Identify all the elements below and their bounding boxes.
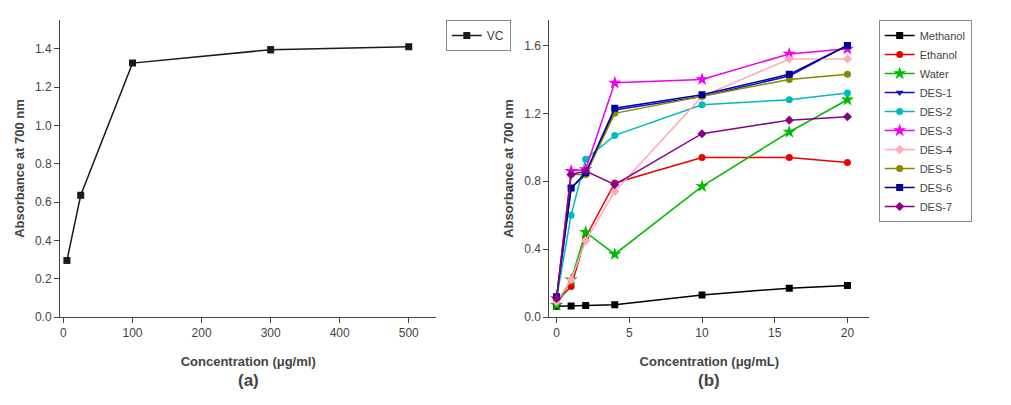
svg-text:DES-1: DES-1 [920,87,952,99]
svg-text:5: 5 [626,326,633,340]
svg-text:15: 15 [768,326,782,340]
svg-text:DES-5: DES-5 [920,163,952,175]
svg-text:1.4: 1.4 [35,42,52,56]
svg-text:0: 0 [553,326,560,340]
svg-text:0.6: 0.6 [35,195,52,209]
svg-text:DES-3: DES-3 [920,125,952,137]
svg-text:1.0: 1.0 [35,119,52,133]
svg-text:Water: Water [920,68,949,80]
svg-text:Ethanol: Ethanol [920,49,957,61]
svg-text:0.4: 0.4 [35,234,52,248]
svg-text:(a): (a) [238,371,259,390]
svg-text:Absorbance at 700 nm: Absorbance at 700 nm [501,99,516,238]
svg-text:0.8: 0.8 [35,157,52,171]
svg-text:Methanol: Methanol [920,30,965,42]
svg-text:10: 10 [695,326,709,340]
svg-text:1.6: 1.6 [524,39,541,53]
svg-text:0.2: 0.2 [35,272,52,286]
svg-text:200: 200 [192,326,212,340]
svg-text:Concentration (μg/ml): Concentration (μg/ml) [181,354,316,369]
svg-text:0.0: 0.0 [524,310,541,324]
svg-text:DES-2: DES-2 [920,106,952,118]
svg-text:DES-7: DES-7 [920,201,952,213]
svg-text:VC: VC [487,29,504,43]
svg-text:0.8: 0.8 [524,174,541,188]
svg-text:Absorbance at 700 nm: Absorbance at 700 nm [12,99,27,238]
svg-text:(b): (b) [698,371,720,390]
svg-text:500: 500 [399,326,419,340]
svg-text:DES-4: DES-4 [920,144,952,156]
svg-text:1.2: 1.2 [524,107,541,121]
svg-text:20: 20 [841,326,855,340]
svg-text:300: 300 [261,326,281,340]
svg-text:0.0: 0.0 [35,310,52,324]
svg-text:DES-6: DES-6 [920,182,952,194]
svg-text:1.2: 1.2 [35,80,52,94]
svg-text:400: 400 [330,326,350,340]
svg-text:0.4: 0.4 [524,242,541,256]
svg-text:100: 100 [123,326,143,340]
svg-text:Concentration (μg/mL): Concentration (μg/mL) [640,354,779,369]
svg-text:0: 0 [60,326,67,340]
